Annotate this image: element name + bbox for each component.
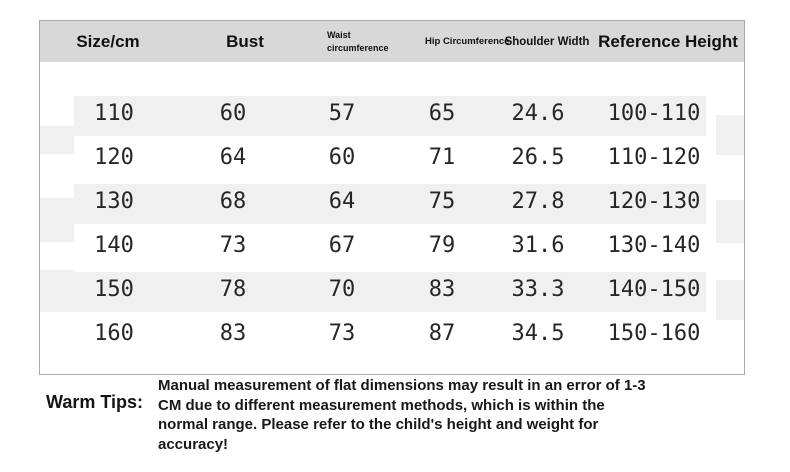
cell-bust: 60 <box>219 101 247 126</box>
table-header: Size/cm Bust Waist circumference Hip Cir… <box>40 21 744 62</box>
header-cell-shoulder: Shoulder Width <box>504 35 590 48</box>
cell-shoulder: 27.8 <box>511 189 565 214</box>
cell-shoulder: 26.5 <box>511 145 565 170</box>
table-row: 140 73 67 79 31.6 130-140 <box>0 224 790 268</box>
cell-bust: 83 <box>219 321 247 346</box>
decor-block-left <box>40 198 74 242</box>
cell-hip: 65 <box>428 101 456 126</box>
cell-bust: 64 <box>219 145 247 170</box>
cell-bust: 78 <box>219 277 247 302</box>
cell-reference-height: 120-130 <box>607 189 701 214</box>
cell-shoulder: 34.5 <box>511 321 565 346</box>
cell-size: 150 <box>94 277 134 302</box>
cell-reference-height: 140-150 <box>607 277 701 302</box>
tip-line: CM due to different measurement methods,… <box>158 396 605 414</box>
cell-waist: 70 <box>328 277 356 302</box>
row-stripe <box>74 184 706 224</box>
header-cell-waist: Waist circumference <box>327 29 389 53</box>
cell-reference-height: 110-120 <box>607 145 701 170</box>
tip-line: Manual measurement of flat dimensions ma… <box>158 377 646 394</box>
header-cell-bust: Bust <box>226 31 264 51</box>
tip-line: normal range. Please refer to the child'… <box>158 416 599 433</box>
header-cell-hip: Hip Circumference <box>425 36 510 47</box>
cell-size: 160 <box>94 321 134 346</box>
row-stripe <box>74 96 706 136</box>
decor-block-left <box>40 126 74 154</box>
cell-hip: 87 <box>428 321 456 346</box>
cell-size: 140 <box>94 233 134 258</box>
header-cell-reference: Reference Height <box>598 31 738 51</box>
cell-hip: 71 <box>428 145 456 170</box>
cell-hip: 83 <box>428 277 456 302</box>
decor-block-right <box>716 200 744 243</box>
cell-waist: 64 <box>328 189 356 214</box>
cell-waist: 60 <box>328 145 356 170</box>
table-row: 110 60 57 65 24.6 100-110 <box>0 92 790 136</box>
warm-tips-label: Warm Tips: <box>46 392 144 412</box>
cell-reference-height: 100-110 <box>607 101 701 126</box>
table-row: 120 64 60 71 26.5 110-120 <box>0 136 790 180</box>
decor-block-left <box>40 270 74 312</box>
row-stripe <box>74 272 706 312</box>
warm-tips-text: Manual measurement of flat dimensions ma… <box>158 376 646 454</box>
cell-shoulder: 24.6 <box>511 101 565 126</box>
cell-size: 130 <box>94 189 134 214</box>
cell-waist: 73 <box>328 321 356 346</box>
cell-shoulder: 33.3 <box>511 277 565 302</box>
tip-line: accuracy! <box>158 435 229 453</box>
cell-reference-height: 130-140 <box>607 233 701 258</box>
table-row: 150 78 70 83 33.3 140-150 <box>0 268 790 312</box>
decor-block-right <box>716 280 744 320</box>
cell-waist: 57 <box>328 101 356 126</box>
table-row: 130 68 64 75 27.8 120-130 <box>0 180 790 224</box>
table-row: 160 83 73 87 34.5 150-160 <box>0 312 790 356</box>
cell-bust: 73 <box>219 233 247 258</box>
decor-block-right <box>716 115 744 155</box>
cell-waist: 67 <box>328 233 356 258</box>
header-cell-size: Size/cm <box>76 31 140 51</box>
cell-size: 110 <box>94 101 134 126</box>
cell-hip: 75 <box>428 189 456 214</box>
cell-shoulder: 31.6 <box>511 233 565 258</box>
cell-reference-height: 150-160 <box>607 321 701 346</box>
cell-bust: 68 <box>219 189 247 214</box>
cell-size: 120 <box>94 145 134 170</box>
cell-hip: 79 <box>428 233 456 258</box>
